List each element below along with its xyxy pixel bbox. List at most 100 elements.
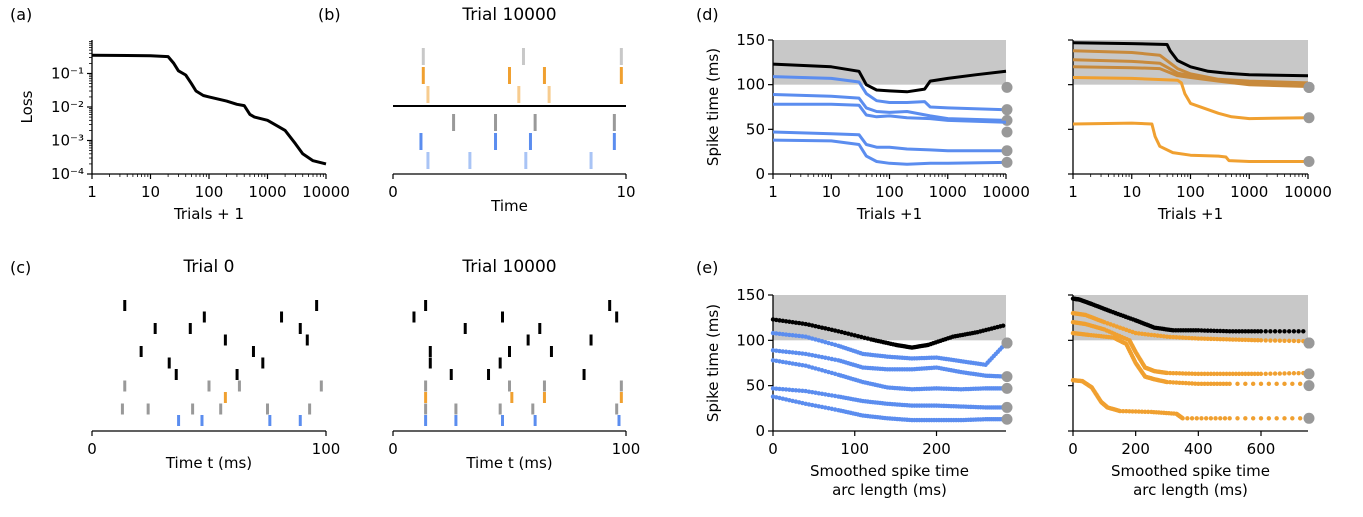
series-point-2	[1282, 371, 1287, 376]
series-point-4	[819, 391, 825, 397]
series-point-4	[829, 393, 835, 398]
series-point-4	[1120, 408, 1126, 414]
series-point-2	[829, 356, 835, 362]
panel-label: (b)	[318, 5, 341, 24]
series-point-1	[1287, 338, 1292, 344]
panel-label: (e)	[696, 258, 718, 277]
series-point-4	[1282, 416, 1287, 421]
series-point-1	[1227, 337, 1232, 342]
series-point-0	[819, 325, 825, 330]
series-point-5	[823, 405, 828, 410]
endpoint-marker	[1001, 126, 1013, 138]
series-point-1	[1186, 335, 1192, 341]
endpoint-marker	[1001, 371, 1013, 383]
series-point-5	[777, 395, 782, 401]
series-point-4	[1189, 416, 1195, 421]
series-point-1	[774, 331, 779, 336]
x-tick-label: 10000	[302, 183, 350, 201]
series-point-3	[1208, 381, 1214, 387]
series-point-1	[1255, 338, 1261, 343]
series-point-5	[826, 406, 831, 411]
series-point-4	[1235, 416, 1240, 421]
series-point-2	[1202, 371, 1207, 377]
series-line-5	[772, 138, 1007, 166]
series-point-1	[1189, 335, 1195, 341]
series-point-0	[1224, 328, 1229, 334]
series-line-0	[1072, 41, 1309, 78]
y-tick-label: 100	[736, 76, 765, 94]
series-point-4	[770, 386, 776, 391]
series-point-4	[774, 386, 779, 391]
y-tick-label: 100	[736, 331, 765, 349]
series-point-3	[1274, 381, 1279, 387]
series-point-4	[1274, 416, 1279, 421]
series-point-1	[800, 334, 805, 339]
series-point-0	[1255, 329, 1261, 334]
endpoint-marker	[1001, 401, 1013, 413]
series-point-1	[1291, 338, 1297, 344]
series-point-4	[1139, 409, 1145, 414]
series-point-2	[1186, 371, 1192, 376]
series-point-3	[1205, 381, 1210, 387]
x-tick-label: 10	[616, 183, 635, 201]
series-point-2	[1249, 371, 1254, 377]
series-point-0	[1202, 328, 1207, 333]
y-tick-label: 50	[746, 377, 765, 395]
series-point-0	[1268, 329, 1273, 334]
series-point-1	[1180, 335, 1185, 340]
series-point-5	[829, 406, 835, 412]
series-point-1	[1199, 336, 1204, 341]
series-line-2	[1072, 58, 1309, 86]
chart-title: Trial 10000	[461, 257, 556, 277]
series-point-3	[783, 360, 789, 365]
series-point-0	[1252, 329, 1257, 334]
series-point-1	[793, 333, 799, 338]
series-point-2	[1255, 371, 1261, 377]
series-point-4	[1133, 409, 1138, 414]
series-point-1	[1272, 338, 1278, 343]
series-point-2	[1233, 371, 1239, 377]
series-point-3	[1177, 380, 1182, 385]
series-point-0	[777, 318, 782, 323]
series-point-5	[810, 402, 815, 408]
series-point-1	[1205, 336, 1210, 341]
y-tick-label: 50	[746, 120, 765, 138]
x-axis-label: Time	[490, 197, 528, 215]
series-point-2	[1189, 371, 1195, 376]
series-point-2	[1291, 371, 1297, 376]
series-point-2	[1268, 371, 1273, 376]
series-point-3	[1227, 381, 1232, 387]
y-axis-label: Spike time (ms)	[704, 48, 722, 166]
series-line-0	[772, 62, 1007, 94]
x-axis-label: Trials +1	[856, 205, 922, 223]
series-point-3	[790, 361, 795, 366]
series-point-0	[1208, 328, 1214, 333]
series-point-3	[1214, 381, 1220, 387]
series-point-2	[790, 350, 795, 355]
series-point-3	[1211, 381, 1217, 387]
series-point-0	[780, 318, 786, 324]
endpoint-marker	[1001, 337, 1013, 349]
series-point-1	[1196, 336, 1201, 341]
series-point-0	[823, 326, 828, 331]
series-point-2	[1236, 371, 1242, 377]
series-point-1	[1183, 335, 1189, 340]
series-point-3	[1235, 381, 1240, 387]
series-point-1	[1193, 336, 1198, 341]
series-point-0	[1258, 329, 1264, 334]
series-point-2	[1183, 371, 1189, 376]
series-point-4	[1243, 416, 1248, 421]
series-point-2	[787, 349, 792, 355]
series-point-4	[1250, 416, 1256, 421]
series-point-0	[1196, 328, 1201, 333]
x-axis-label: arc length (ms)	[832, 481, 947, 499]
y-tick-label: 150	[736, 286, 765, 304]
x-axis-label: Trials +1	[1157, 205, 1223, 223]
series-point-5	[790, 398, 795, 404]
x-axis-label: Smoothed spike time	[810, 462, 969, 480]
series-point-5	[796, 400, 802, 405]
series-point-2	[1180, 371, 1185, 376]
series-point-1	[1233, 337, 1239, 342]
x-tick-label: 0	[1068, 440, 1078, 458]
series-point-0	[1272, 329, 1278, 334]
